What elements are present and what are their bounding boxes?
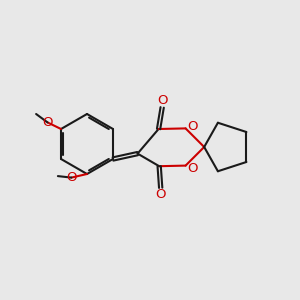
Text: O: O <box>187 161 197 175</box>
Text: O: O <box>187 119 197 133</box>
Text: O: O <box>155 188 166 201</box>
Text: O: O <box>157 94 167 107</box>
Text: O: O <box>42 116 52 129</box>
Text: O: O <box>66 171 76 184</box>
